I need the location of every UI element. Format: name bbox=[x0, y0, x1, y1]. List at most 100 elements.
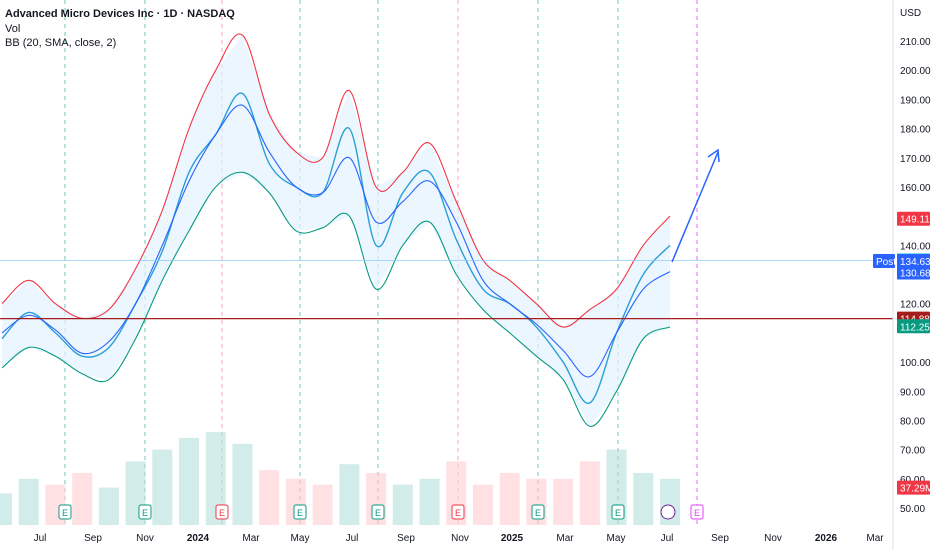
price-label-box bbox=[897, 319, 930, 334]
volume-bar bbox=[553, 478, 574, 525]
price-label-box bbox=[897, 211, 930, 226]
earnings-marker-box bbox=[690, 504, 704, 520]
x-tick-label: 2025 bbox=[501, 533, 524, 544]
bb-upper-line[interactable] bbox=[1, 33, 671, 328]
x-tick-label: May bbox=[291, 533, 310, 544]
earnings-marker-label: E bbox=[297, 508, 303, 518]
x-tick-label: 2024 bbox=[187, 533, 210, 544]
volume-indicator-label[interactable]: Vol bbox=[5, 22, 21, 35]
volume-bar bbox=[472, 484, 493, 525]
earnings-marker-box bbox=[611, 504, 625, 520]
price-label-text: 134.63 bbox=[900, 257, 931, 268]
price-label-box bbox=[897, 253, 930, 268]
price-label-box bbox=[897, 265, 930, 280]
earnings-marker[interactable]: E bbox=[690, 504, 704, 520]
bb-fill bbox=[2, 35, 670, 427]
y-tick-label: 210.00 bbox=[900, 37, 931, 48]
trend-arrow[interactable] bbox=[671, 148, 720, 263]
x-tick-label: Mar bbox=[866, 533, 884, 544]
volume-bar bbox=[579, 461, 600, 525]
price-labels: 149.11134.80134.63Post130.68114.88112.25… bbox=[873, 211, 932, 495]
volume-bar bbox=[419, 478, 440, 525]
dividend-icon[interactable] bbox=[660, 504, 676, 520]
x-tick-label: Nov bbox=[451, 533, 469, 544]
x-tick-label: Sep bbox=[84, 533, 102, 544]
earnings-marker[interactable]: E bbox=[531, 504, 545, 520]
y-tick-label: 60.00 bbox=[900, 475, 925, 486]
volume-bar bbox=[259, 470, 280, 525]
volume-bar bbox=[0, 493, 12, 525]
y-tick-label: 190.00 bbox=[900, 95, 931, 106]
earnings-marker-label: E bbox=[62, 508, 68, 518]
price-label: 37.29M bbox=[897, 480, 932, 495]
earnings-marker-box bbox=[531, 504, 545, 520]
x-tick-label: Jul bbox=[346, 533, 359, 544]
earnings-marker-label: E bbox=[455, 508, 461, 518]
y-tick-label: 180.00 bbox=[900, 125, 931, 136]
earnings-marker-label: E bbox=[694, 508, 700, 518]
earnings-marker-box bbox=[58, 504, 72, 520]
trend-arrow-shaft[interactable] bbox=[671, 151, 719, 263]
post-badge-text: Post bbox=[876, 257, 896, 268]
bollinger-indicator-label[interactable]: BB (20, SMA, close, 2) bbox=[5, 37, 117, 49]
volume-bar bbox=[232, 443, 253, 525]
trend-arrow-head[interactable] bbox=[707, 148, 720, 163]
earnings-marker-box bbox=[371, 504, 385, 520]
series-lines bbox=[0, 33, 893, 427]
volume-bar bbox=[152, 449, 173, 525]
y-tick-label: 120.00 bbox=[900, 300, 931, 311]
x-axis: Jul Sep Nov 2024 Mar May Jul Sep Nov 2025 Mar May Ju… bbox=[34, 533, 885, 544]
bb-basis-line[interactable] bbox=[1, 104, 671, 378]
volume-bar bbox=[18, 478, 39, 525]
y-tick-label: 80.00 bbox=[900, 416, 925, 427]
price-label-text: 112.25 bbox=[900, 322, 930, 333]
currency-label[interactable]: USD bbox=[900, 8, 922, 19]
volume-bar bbox=[312, 484, 333, 525]
y-tick-label: 50.00 bbox=[900, 504, 925, 515]
earnings-marker-label: E bbox=[142, 508, 148, 518]
volume-bar bbox=[72, 472, 93, 525]
volume-bar bbox=[339, 464, 360, 525]
earnings-marker[interactable]: E bbox=[371, 504, 385, 520]
earnings-marker[interactable]: E bbox=[215, 504, 229, 520]
volume-bar bbox=[98, 487, 119, 525]
y-axis: 210.00 200.00 190.00 180.00 170.00 160.00 140.… bbox=[892, 0, 931, 550]
price-label: 112.25 bbox=[897, 319, 930, 334]
earnings-marker[interactable]: E bbox=[611, 504, 625, 520]
y-tick-label: 140.00 bbox=[900, 241, 931, 252]
post-badge-box bbox=[873, 253, 895, 268]
x-tick-label: Nov bbox=[136, 533, 154, 544]
x-tick-label: Nov bbox=[764, 533, 782, 544]
x-tick-label: Jul bbox=[661, 533, 674, 544]
volume-bar bbox=[392, 484, 413, 525]
x-tick-label: Jul bbox=[34, 533, 47, 544]
price-label-text: 37.29M bbox=[900, 484, 932, 495]
x-tick-label: May bbox=[607, 533, 626, 544]
price-line[interactable] bbox=[1, 92, 671, 404]
price-label: 130.68 bbox=[897, 265, 931, 280]
earnings-marker[interactable]: E bbox=[138, 504, 152, 520]
x-tick-label: 2026 bbox=[815, 533, 838, 544]
volume-bar bbox=[633, 472, 654, 525]
y-tick-label: 100.00 bbox=[900, 358, 931, 369]
price-label-box bbox=[897, 480, 930, 495]
earnings-marker[interactable]: E bbox=[58, 504, 72, 520]
price-label: 149.11 bbox=[897, 211, 930, 226]
x-tick-label: Mar bbox=[556, 533, 574, 544]
volume-bars bbox=[0, 432, 680, 525]
earnings-marker-label: E bbox=[375, 508, 381, 518]
earnings-marker[interactable]: E bbox=[451, 504, 465, 520]
earnings-marker[interactable]: E bbox=[293, 504, 307, 520]
y-tick-label: 160.00 bbox=[900, 183, 931, 194]
earnings-marker-label: E bbox=[615, 508, 621, 518]
legend: Advanced Micro Devices Inc · 1D · NASDAQ… bbox=[5, 7, 235, 51]
volume-bar bbox=[499, 472, 520, 525]
earnings-marker-box bbox=[138, 504, 152, 520]
earnings-marker-box bbox=[215, 504, 229, 520]
bb-lower-line[interactable] bbox=[1, 171, 671, 427]
x-tick-label: Mar bbox=[242, 533, 260, 544]
price-label: 134.63 Post bbox=[873, 253, 931, 268]
symbol-title[interactable]: Advanced Micro Devices Inc · 1D · NASDAQ bbox=[5, 8, 235, 20]
